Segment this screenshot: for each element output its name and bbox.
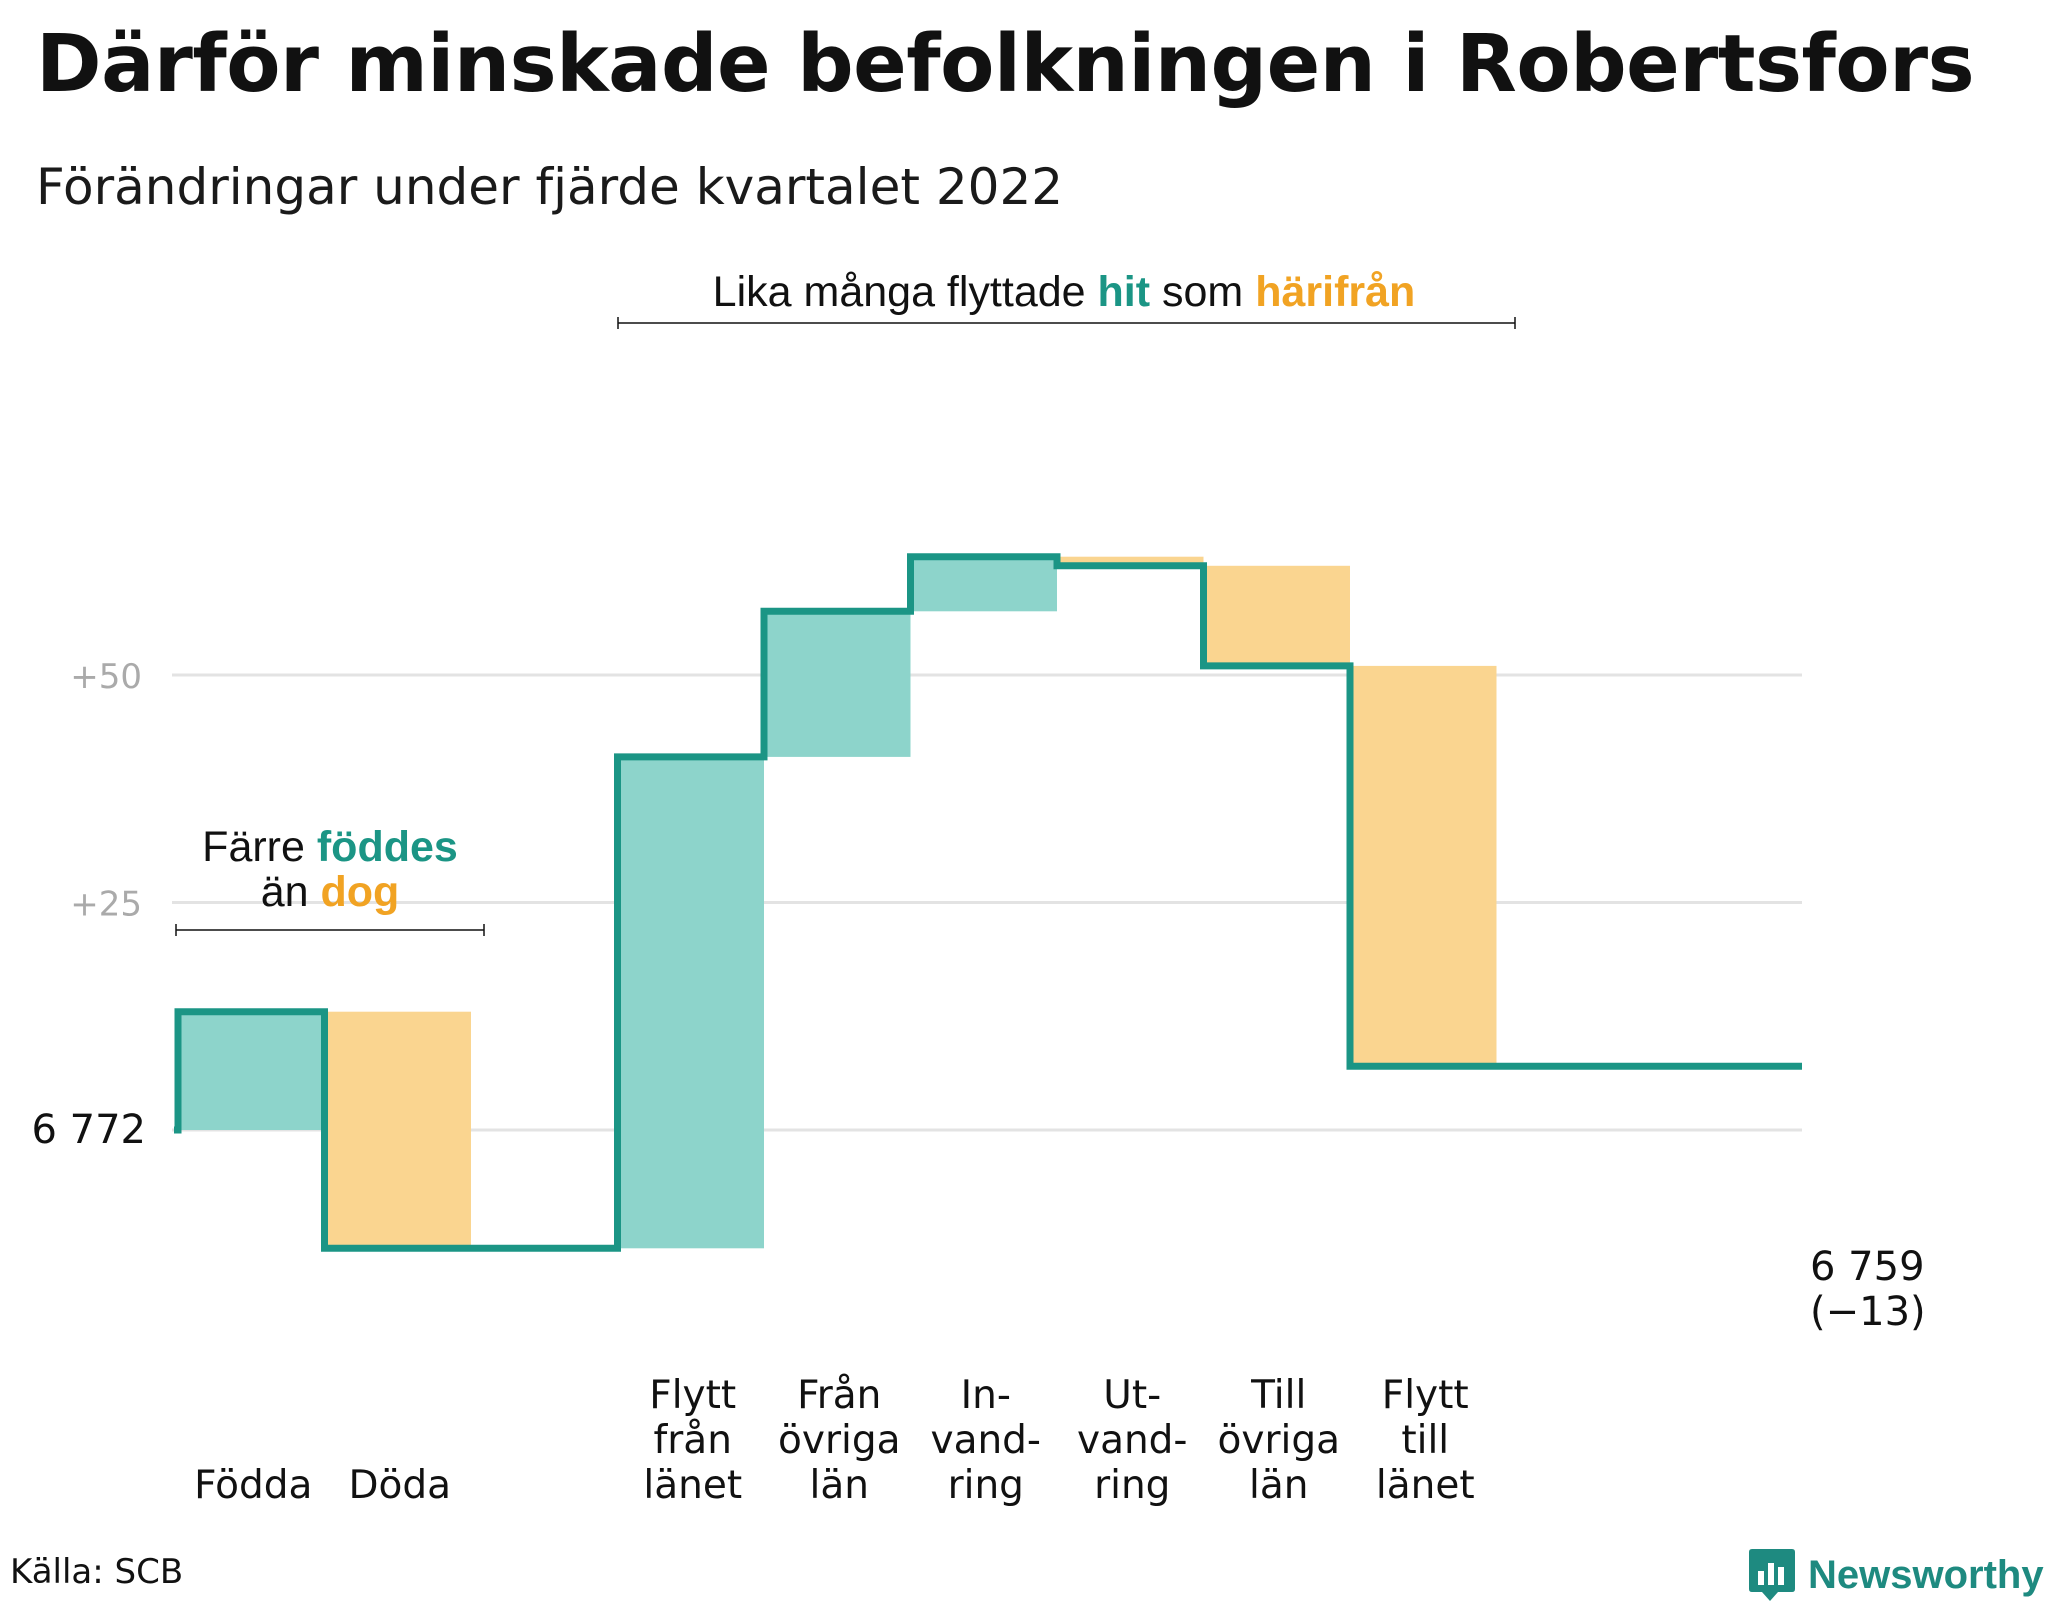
- waterfall-bar: [1057, 556, 1204, 566]
- category-labels: Födda DödaFlyttfrånlänetFrånövrigalänIn-v…: [194, 1373, 1475, 1508]
- births-annotation-line1: Färre föddes: [202, 823, 458, 871]
- waterfall-bar: [178, 1011, 325, 1130]
- births-annotation-line2: än dog: [261, 868, 400, 916]
- y-axis-labels: +50 +25 6 772: [31, 657, 146, 1153]
- waterfall-bar: [1350, 665, 1497, 1067]
- category-label: länet: [1376, 1463, 1475, 1508]
- category-label: övriga: [778, 1418, 900, 1463]
- category-label: Flytt: [649, 1373, 736, 1418]
- end-change-label: (−13): [1810, 1289, 1926, 1335]
- category-label: In-: [961, 1373, 1011, 1418]
- bars: [178, 556, 1497, 1249]
- migration-annotation: Lika många flyttade hit som härifrån: [617, 268, 1516, 329]
- waterfall-bar: [764, 611, 911, 757]
- newsworthy-icon: [1749, 1549, 1795, 1601]
- category-label: ring: [1094, 1463, 1170, 1508]
- category-label: från: [654, 1418, 732, 1463]
- category-label: län: [810, 1463, 869, 1508]
- category-label: länet: [643, 1463, 742, 1508]
- births-annotation: Färre föddes än dog: [175, 823, 485, 936]
- category-label: Flytt: [1382, 1373, 1469, 1418]
- end-value-label: 6 759: [1810, 1244, 1925, 1290]
- y-axis-tick-label: +25: [70, 885, 142, 925]
- step-line: [174, 553, 1802, 1252]
- waterfall-bar: [1203, 565, 1350, 666]
- category-label: vand-: [930, 1418, 1041, 1463]
- waterfall-bar: [910, 556, 1057, 612]
- category-label: län: [1249, 1463, 1308, 1508]
- category-label: Från: [797, 1373, 881, 1418]
- category-label: till: [1401, 1418, 1449, 1463]
- category-label: ring: [948, 1463, 1024, 1508]
- y-axis-tick-label: +50: [70, 657, 142, 697]
- category-label: Födda: [194, 1463, 312, 1508]
- chart-title: Därför minskade befolkningen i Robertsfo…: [36, 18, 1975, 110]
- category-label: Ut-: [1103, 1373, 1161, 1418]
- waterfall-bar: [324, 1011, 471, 1249]
- migration-annotation-text: Lika många flyttade hit som härifrån: [713, 268, 1416, 316]
- migration-bracket: [617, 317, 1516, 329]
- brand-name: Newsworthy: [1808, 1552, 2044, 1597]
- chart-subtitle: Förändringar under fjärde kvartalet 2022: [36, 158, 1064, 216]
- category-label: Döda: [348, 1463, 451, 1508]
- category-label: vand-: [1077, 1418, 1188, 1463]
- source-note: Källa: SCB: [10, 1552, 184, 1592]
- brand-logo[interactable]: Newsworthy: [1748, 1540, 2044, 1610]
- y-axis-start-label: 6 772: [31, 1107, 146, 1153]
- births-bracket: [175, 924, 485, 936]
- waterfall-bar: [617, 756, 764, 1249]
- category-label: övriga: [1218, 1418, 1340, 1463]
- cumulative-step-line: [174, 553, 1802, 1252]
- category-label: Till: [1250, 1373, 1306, 1418]
